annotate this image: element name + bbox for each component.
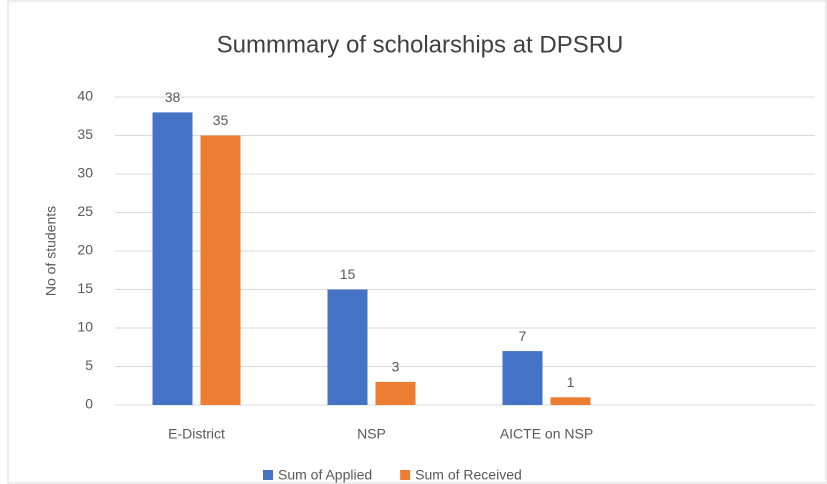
y-tick-label: 40 (77, 88, 93, 104)
chart-frame (7, 0, 827, 484)
y-tick-label: 10 (77, 319, 93, 335)
bar (152, 112, 193, 406)
data-label: 38 (165, 89, 181, 105)
data-label: 1 (567, 374, 575, 390)
bar (375, 381, 416, 405)
bar (327, 289, 368, 405)
y-axis-label: No of students (43, 206, 59, 296)
legend-swatch (263, 470, 273, 480)
y-tick-label: 5 (85, 357, 93, 373)
y-tick-label: 30 (77, 165, 93, 181)
bar (200, 135, 241, 405)
y-tick-label: 15 (77, 280, 93, 296)
y-tick-label: 25 (77, 203, 93, 219)
chart-title: Summmary of scholarships at DPSRU (217, 31, 624, 58)
data-label: 7 (519, 328, 527, 344)
y-tick-label: 35 (77, 126, 93, 142)
x-tick-label: AICTE on NSP (500, 426, 593, 442)
data-label: 15 (340, 266, 356, 282)
y-tick-label: 20 (77, 242, 93, 258)
bar (502, 351, 543, 405)
bar (550, 397, 591, 405)
legend-swatch (400, 470, 411, 480)
x-tick-label: NSP (357, 426, 386, 442)
y-tick-label: 0 (85, 396, 93, 412)
data-label: 3 (392, 359, 400, 375)
legend-label: Sum of Received (415, 467, 522, 483)
data-label: 35 (213, 112, 229, 128)
x-tick-label: E-District (168, 426, 225, 442)
legend-label: Sum of Applied (278, 467, 372, 483)
